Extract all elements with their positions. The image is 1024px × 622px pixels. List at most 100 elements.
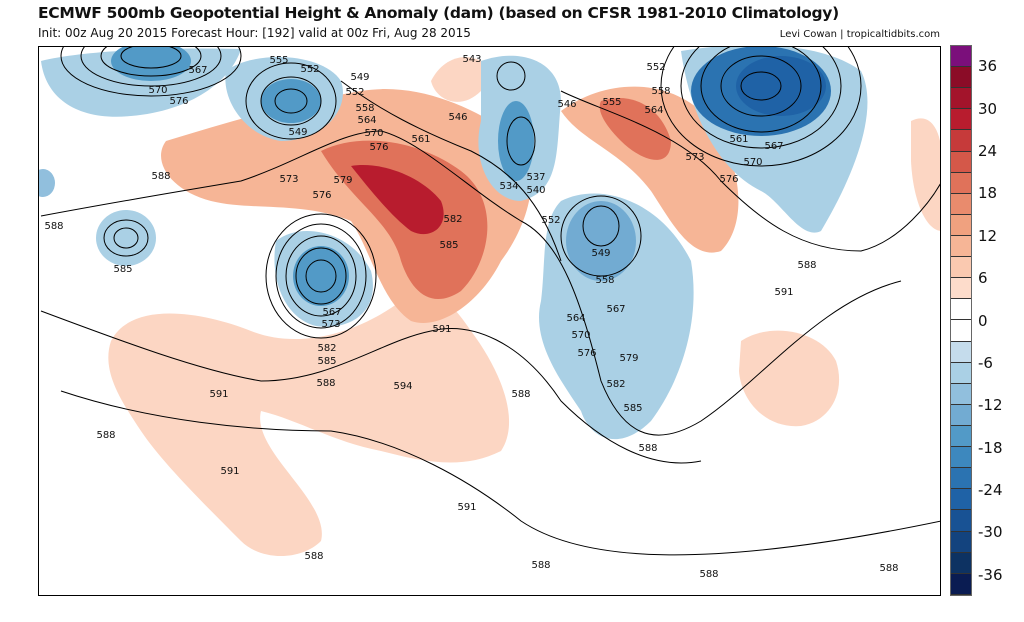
colorbar-label: 6	[978, 269, 988, 288]
colorbar-swatch	[951, 362, 971, 384]
anomaly-fills	[108, 57, 940, 556]
contour-label: 588	[511, 389, 530, 400]
height-anomaly-map: 567 570 576 555 552 549 552 558 564 570 576 561 549 5…	[38, 46, 941, 596]
contour-label: 591	[457, 502, 476, 513]
contour-label: 588	[304, 551, 323, 562]
contour-label: 582	[443, 214, 462, 225]
colorbar-swatch	[951, 341, 971, 363]
contour-label: 582	[317, 343, 336, 354]
contour-label: 540	[526, 185, 545, 196]
contour-label: 573	[321, 319, 340, 330]
colorbar-swatch	[951, 67, 971, 89]
contour-labels: 5675705765555525495525585645705765615495…	[44, 54, 898, 580]
contour-label: 579	[619, 353, 638, 364]
colorbar-label: 30	[978, 99, 998, 118]
contour-label: 594	[393, 381, 412, 392]
contour-label: 561	[411, 134, 430, 145]
contour-label: 552	[300, 64, 319, 75]
contour-label: 552	[345, 87, 364, 98]
colorbar-swatch	[951, 573, 971, 595]
contour-label: 546	[448, 112, 467, 123]
colorbar-swatch	[951, 447, 971, 469]
contour-label: 564	[357, 115, 376, 126]
contour-label: 570	[743, 157, 762, 168]
contour-label: 576	[369, 142, 388, 153]
positive-anomaly-region	[108, 292, 510, 556]
colorbar-swatch	[951, 552, 971, 574]
contour-label: 570	[364, 128, 383, 139]
contour-label: 585	[623, 403, 642, 414]
contour-label: 552	[646, 62, 665, 73]
contour-label: 591	[209, 389, 228, 400]
contour-label: 591	[220, 466, 239, 477]
contour-label: 585	[317, 356, 336, 367]
contour-label: 588	[96, 430, 115, 441]
contour-label: 588	[316, 378, 335, 389]
colorbar-swatch	[951, 278, 971, 300]
colorbar-swatch	[951, 425, 971, 448]
colorbar-label: 0	[978, 311, 988, 330]
contour-label: 576	[719, 174, 738, 185]
contour-label: 588	[638, 443, 657, 454]
contour-label: 558	[595, 275, 614, 286]
anomaly-colorbar	[950, 45, 972, 596]
colorbar-swatch	[951, 257, 971, 279]
contour-label: 582	[606, 379, 625, 390]
colorbar-label: 18	[978, 184, 998, 203]
contour-label: 588	[44, 221, 63, 232]
colorbar-swatch	[951, 88, 971, 110]
contour-label: 567	[188, 65, 207, 76]
colorbar-label: 24	[978, 141, 998, 160]
map-svg: 5675705765555525495525585645705765615495…	[39, 47, 940, 580]
contour-label: 555	[269, 55, 288, 66]
contour-label: 552	[541, 215, 560, 226]
contour-label: 591	[432, 324, 451, 335]
colorbar-label: -12	[978, 396, 1003, 415]
colorbar-swatch	[951, 531, 971, 553]
colorbar-swatch	[951, 46, 971, 68]
contour-label: 564	[644, 105, 663, 116]
contour-label: 558	[355, 103, 374, 114]
contour-label: 576	[169, 96, 188, 107]
colorbar-swatch	[951, 320, 971, 342]
contour-label: 549	[591, 248, 610, 259]
colorbar-swatch	[951, 510, 971, 532]
contour-label: 570	[571, 330, 590, 341]
contour-label: 537	[526, 172, 545, 183]
contour-label: 549	[350, 72, 369, 83]
credit: Levi Cowan | tropicaltidbits.com	[779, 29, 940, 40]
colorbar-label: 36	[978, 57, 998, 76]
height-contours	[40, 47, 940, 556]
contour-label: 567	[606, 304, 625, 315]
colorbar-swatch	[951, 383, 971, 405]
contour-label: 570	[148, 85, 167, 96]
contour-label: 576	[577, 348, 596, 359]
contour-label: 591	[774, 287, 793, 298]
contour-label: 567	[764, 141, 783, 152]
contour-label: 564	[566, 313, 585, 324]
contour-label: 588	[151, 171, 170, 182]
colorbar-swatch	[951, 235, 971, 258]
contour-label: 579	[333, 175, 352, 186]
colorbar-label: 12	[978, 226, 998, 245]
colorbar-swatch	[951, 193, 971, 215]
contour-label: 543	[462, 54, 481, 65]
colorbar-swatch	[951, 404, 971, 426]
colorbar-swatch	[951, 151, 971, 173]
colorbar-swatch	[951, 299, 971, 321]
contour-label: 567	[322, 307, 341, 318]
colorbar-swatch	[951, 130, 971, 152]
colorbar-swatch	[951, 489, 971, 511]
colorbar-swatch	[951, 468, 971, 490]
contour-label: 573	[279, 174, 298, 185]
contour-label: 585	[113, 264, 132, 275]
contour-label: 561	[729, 134, 748, 145]
contour-label: 585	[439, 240, 458, 251]
colorbar-swatch	[951, 214, 971, 236]
colorbar-label: -36	[978, 565, 1003, 584]
contour-label: 573	[685, 152, 704, 163]
colorbar-label: -30	[978, 523, 1003, 542]
contour-label: 576	[312, 190, 331, 201]
contour-label: 588	[879, 563, 898, 574]
contour-label: 588	[797, 260, 816, 271]
